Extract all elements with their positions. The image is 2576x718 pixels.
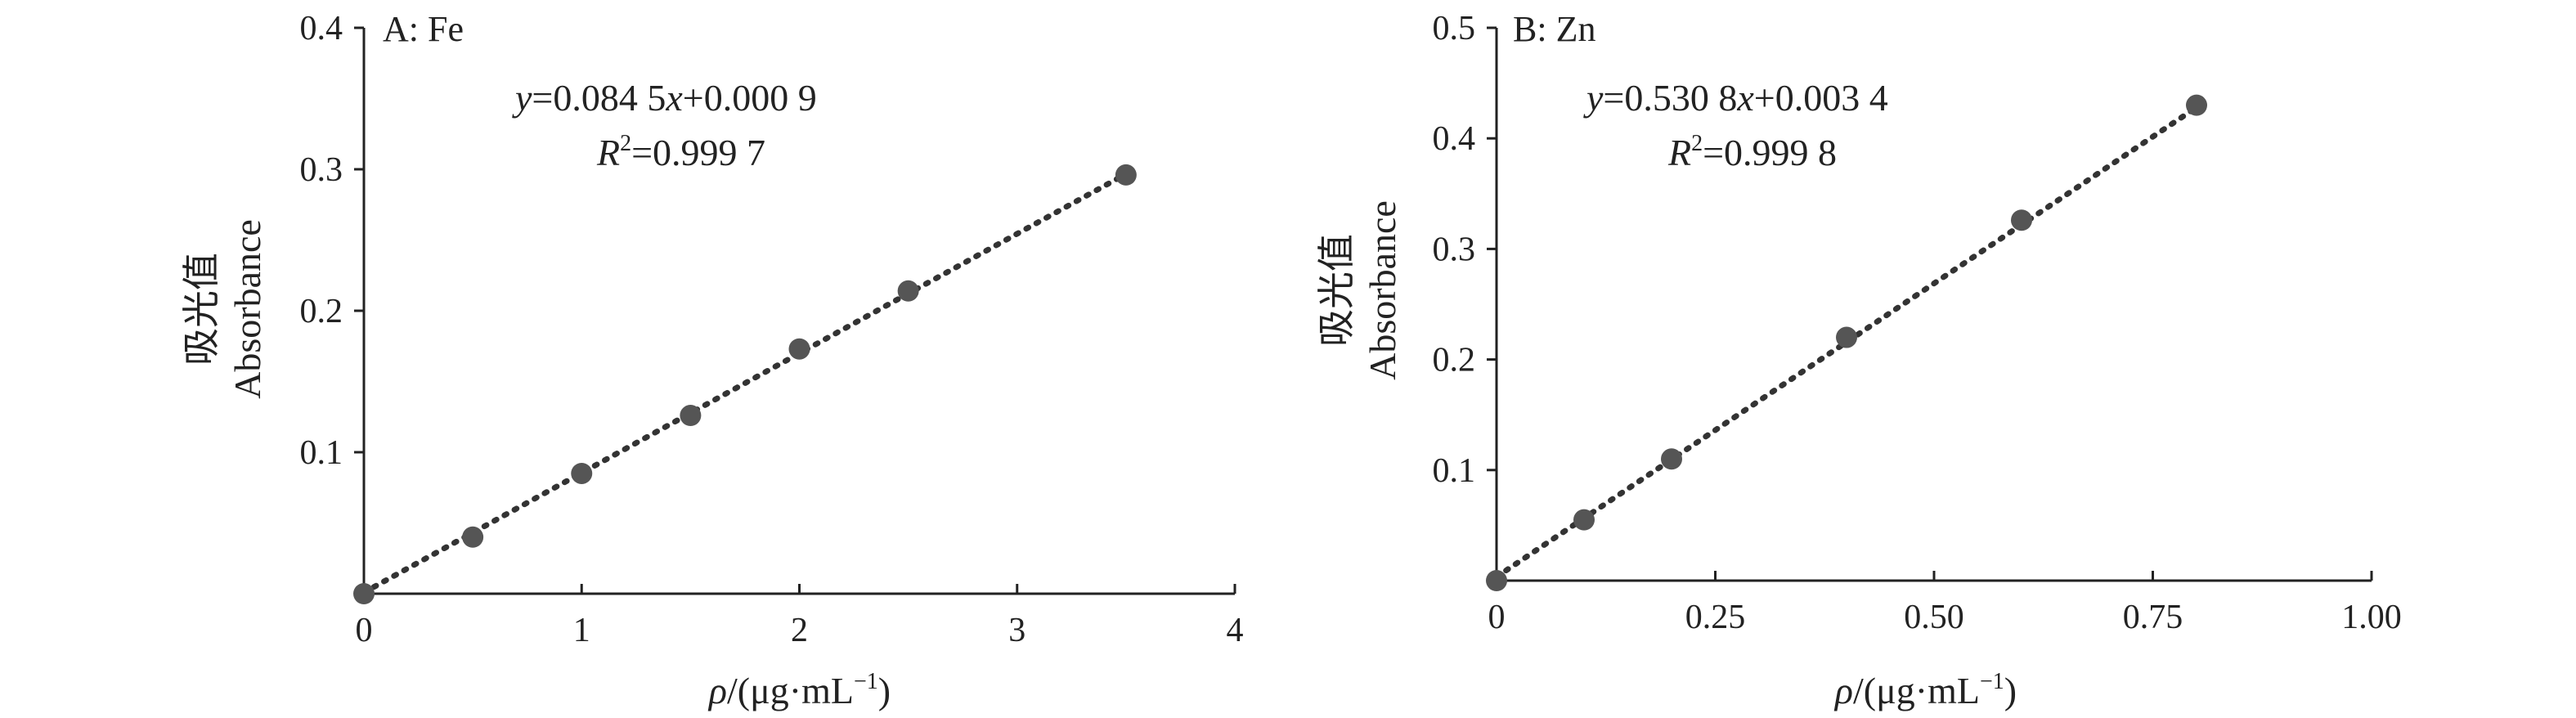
panel-a-y-tick-label: 0.3 — [300, 151, 343, 189]
panel-b-data-point — [2186, 94, 2207, 116]
panel-a-x-ticks: 0 1 2 3 4 — [356, 584, 1244, 649]
panel-a-data-point — [897, 280, 919, 302]
panel-a: 0 1 2 3 4 0.1 0.2 0.3 0.4 A: Fe y=0.084 5x+0.00… — [181, 9, 1244, 711]
panel-a-points — [353, 164, 1137, 604]
panel-b-points — [1486, 94, 2207, 591]
panel-b-data-point — [1573, 509, 1595, 531]
panel-b-label: B: Zn — [1513, 9, 1595, 49]
panel-b-equation: y=0.530 8x+0.003 4 — [1583, 77, 1888, 119]
panel-a-x-tick-label: 2 — [791, 612, 808, 649]
panel-b-data-point — [2011, 209, 2032, 231]
panel-a-y-axis-title-en: Absorbance — [227, 219, 268, 399]
panel-a-x-tick-label: 3 — [1008, 612, 1025, 649]
panel-b-y-tick-label: 0.3 — [1433, 231, 1476, 268]
panel-b-x-tick-label: 0.25 — [1685, 599, 1746, 636]
panel-a-data-point — [788, 338, 810, 360]
panel-a-fit-line — [361, 171, 1129, 595]
panel-a-y-ticks: 0.1 0.2 0.3 0.4 — [300, 10, 364, 472]
panel-b-y-axis-title-en: Absorbance — [1362, 200, 1403, 380]
panel-b-x-axis-title: ρ/(μg·mL−1) — [1833, 669, 2017, 711]
panel-a-y-tick-label: 0.2 — [300, 293, 343, 330]
panel-b: 0 0.25 0.50 0.75 1.00 0.10.20.30.40.5 B: Zn … — [1316, 9, 2402, 711]
panel-b-x-ticks: 0 0.25 0.50 0.75 1.00 — [1488, 571, 2402, 636]
panel-a-x-tick-label: 1 — [573, 612, 590, 649]
panel-a-fit-line-group — [361, 171, 1129, 595]
panel-b-y-axis-title-cn: 吸光值 — [1316, 234, 1358, 347]
panel-b-r-squared: R2=0.999 8 — [1667, 131, 1837, 173]
panel-a-x-axis-title: ρ/(μg·mL−1) — [707, 669, 891, 711]
panel-a-y-tick-label: 0.1 — [300, 434, 343, 472]
panel-a-x-tick-label: 0 — [356, 612, 373, 649]
panel-a-x-tick-label: 4 — [1227, 612, 1244, 649]
panel-b-x-tick-label: 1.00 — [2341, 599, 2402, 636]
panel-b-x-tick-label: 0.75 — [2123, 599, 2183, 636]
panel-b-y-ticks: 0.1 0.2 0.3 0.4 0.5 — [1433, 10, 1497, 490]
panel-b-x-tick-label: 0.50 — [1904, 599, 1964, 636]
panel-b-data-point — [1661, 448, 1682, 470]
panel-a-data-point — [353, 583, 375, 604]
panel-b-y-tick-label: 0.2 — [1433, 342, 1476, 379]
panel-a-label: A: Fe — [383, 9, 464, 49]
panel-a-data-point — [680, 405, 702, 427]
panel-b-y-tick-label: 0.1 — [1433, 452, 1476, 490]
panel-a-data-point — [462, 526, 484, 548]
panel-b-data-point — [1486, 570, 1507, 591]
panel-b-data-point — [1836, 326, 1857, 348]
panel-b-y-tick-label: 0.4 — [1433, 120, 1476, 158]
panel-a-y-axis-title-cn: 吸光值 — [181, 253, 222, 366]
panel-b-y-tick-label: 0.5 — [1433, 10, 1476, 47]
panel-a-r-squared: R2=0.999 7 — [596, 131, 765, 173]
panel-a-data-point — [1115, 164, 1137, 186]
panel-a-data-point — [571, 462, 593, 484]
panel-a-equation: y=0.084 5x+0.000 9 — [512, 77, 817, 119]
panel-a-y-tick-label: 0.4 — [300, 10, 343, 47]
panel-b-x-tick-label: 0 — [1488, 599, 1506, 636]
